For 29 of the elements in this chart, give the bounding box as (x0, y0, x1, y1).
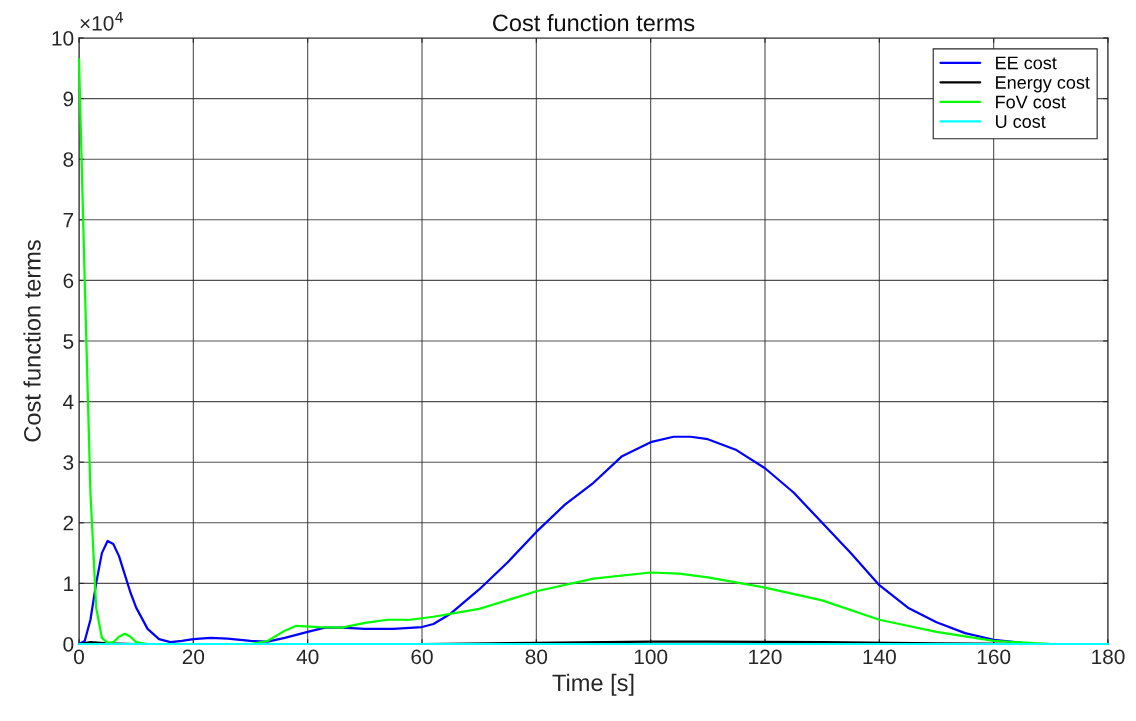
x-tick-label: 160 (977, 649, 1011, 665)
legend-label: FoV cost (996, 95, 1066, 109)
x-tick-label: 20 (182, 649, 205, 665)
x-axis-title: Time [s] (552, 673, 634, 696)
x-tick-label: 120 (749, 649, 782, 665)
y-tick-label: 7 (63, 213, 74, 228)
y-tick-label: 8 (63, 152, 74, 167)
legend-label: EE cost (996, 56, 1057, 70)
y-tick-label: 10 (52, 31, 74, 46)
y-axis-title: Cost function terms (23, 240, 41, 442)
text: ×10$^{4}$ (80, 11, 123, 31)
y-tick-label: 0 (63, 637, 74, 652)
x-tick-label: 140 (863, 649, 896, 665)
y-tick-label: 2 (63, 515, 74, 531)
x-tick-label: 60 (411, 649, 433, 665)
x-tick-label: 40 (296, 649, 319, 665)
y-tick-label: 1 (64, 576, 74, 591)
y-tick-label: 3 (63, 455, 74, 470)
y-tick-label: 9 (63, 91, 74, 107)
x-tick-label: 80 (525, 649, 548, 665)
legend-label: Energy cost (996, 76, 1090, 93)
y-tick-label: 4 (63, 394, 74, 410)
chart-title: Cost function terms (493, 13, 695, 32)
y-tick-label: 6 (63, 273, 74, 289)
legend-label: U cost (996, 115, 1046, 128)
y-tick-label: 5 (63, 334, 74, 349)
x-tick-label: 100 (634, 649, 668, 665)
x-tick-label: 0 (74, 649, 84, 665)
x-tick-label: 180 (1092, 649, 1125, 665)
